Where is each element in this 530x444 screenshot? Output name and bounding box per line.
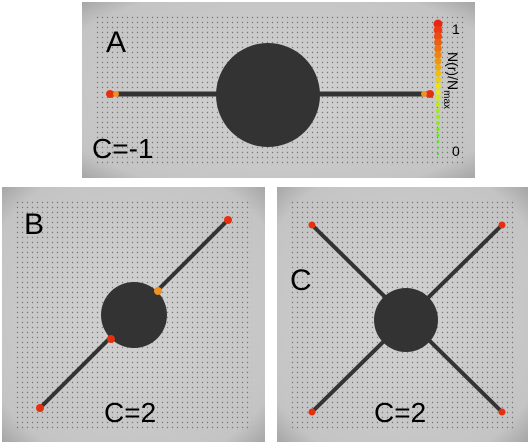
colorbar-dot <box>436 109 440 113</box>
colorbar-top: 1 <box>452 21 460 37</box>
colorbar-title-main: N(r)/N <box>445 52 461 90</box>
edge-state <box>499 222 506 229</box>
colorbar-title-sub: max <box>441 90 452 109</box>
annotation: C=2 <box>374 397 426 428</box>
panel-label: A <box>106 26 126 59</box>
island <box>374 288 438 352</box>
edge-state <box>224 216 232 224</box>
edge-state <box>36 404 44 412</box>
edge-state <box>106 90 114 98</box>
edge-state <box>107 335 115 343</box>
panel-c: C C=2 <box>277 187 528 442</box>
colorbar-bottom: 0 <box>452 143 460 159</box>
panel-label: C <box>290 264 312 297</box>
colorbar-dot <box>435 89 440 94</box>
colorbar-dot <box>434 51 441 58</box>
colorbar-dot <box>436 115 440 119</box>
annotation: C=2 <box>104 397 156 428</box>
annotation: C=-1 <box>92 133 153 164</box>
island <box>216 43 320 147</box>
edge-state <box>309 222 316 229</box>
colorbar-dot <box>437 147 439 149</box>
edge-state <box>113 91 119 97</box>
figure: A C=-1 1 0 N(r)/Nmax B C=2 C C=2 <box>0 0 530 444</box>
colorbar-dot <box>435 70 441 76</box>
edge-state <box>426 90 434 98</box>
colorbar-dot <box>435 58 442 65</box>
colorbar-dot <box>436 128 439 131</box>
colorbar-dot <box>437 140 440 143</box>
colorbar-dot <box>436 102 441 107</box>
colorbar-dot <box>436 121 440 125</box>
colorbar-dot <box>435 77 441 83</box>
edge-state <box>154 287 162 295</box>
colorbar-dot <box>436 96 441 101</box>
colorbar-dot <box>435 83 441 89</box>
edge-state <box>499 409 506 416</box>
colorbar-dot <box>435 64 442 71</box>
edge-state <box>309 409 316 416</box>
panel-b: B C=2 <box>2 187 265 442</box>
panel-a: A C=-1 1 0 N(r)/Nmax <box>82 2 475 178</box>
edge-state <box>421 91 427 97</box>
panel-label: B <box>24 208 44 241</box>
colorbar-dot <box>437 134 440 137</box>
colorbar-dot <box>437 153 439 155</box>
